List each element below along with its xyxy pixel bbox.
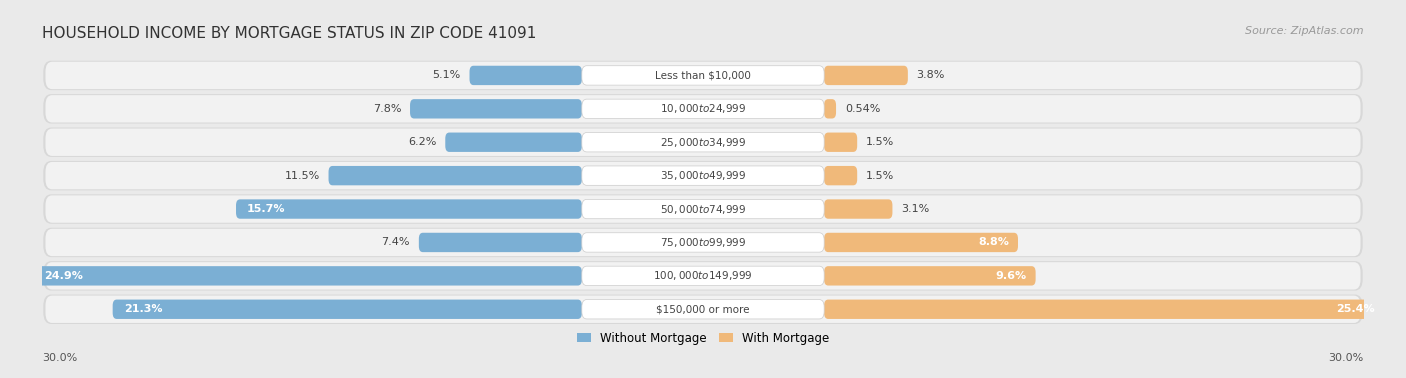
FancyBboxPatch shape [582, 199, 824, 219]
FancyBboxPatch shape [44, 94, 1362, 124]
FancyBboxPatch shape [582, 66, 824, 85]
FancyBboxPatch shape [44, 194, 1362, 224]
FancyBboxPatch shape [824, 266, 1036, 285]
FancyBboxPatch shape [824, 66, 908, 85]
FancyBboxPatch shape [45, 95, 1361, 122]
Text: 3.1%: 3.1% [901, 204, 929, 214]
Text: 15.7%: 15.7% [247, 204, 285, 214]
FancyBboxPatch shape [45, 62, 1361, 89]
Legend: Without Mortgage, With Mortgage: Without Mortgage, With Mortgage [572, 327, 834, 350]
Text: 11.5%: 11.5% [284, 170, 319, 181]
Text: 21.3%: 21.3% [124, 304, 162, 314]
FancyBboxPatch shape [44, 127, 1362, 157]
Text: 1.5%: 1.5% [866, 137, 894, 147]
FancyBboxPatch shape [45, 129, 1361, 156]
FancyBboxPatch shape [582, 266, 824, 285]
FancyBboxPatch shape [44, 261, 1362, 291]
Text: $100,000 to $149,999: $100,000 to $149,999 [654, 270, 752, 282]
FancyBboxPatch shape [112, 300, 582, 319]
Text: 25.4%: 25.4% [1336, 304, 1375, 314]
FancyBboxPatch shape [45, 195, 1361, 223]
FancyBboxPatch shape [44, 294, 1362, 324]
Text: 1.5%: 1.5% [866, 170, 894, 181]
FancyBboxPatch shape [329, 166, 582, 185]
Text: 3.8%: 3.8% [917, 70, 945, 81]
Text: $25,000 to $34,999: $25,000 to $34,999 [659, 136, 747, 149]
FancyBboxPatch shape [824, 99, 837, 119]
FancyBboxPatch shape [824, 166, 858, 185]
FancyBboxPatch shape [446, 133, 582, 152]
Text: $150,000 or more: $150,000 or more [657, 304, 749, 314]
FancyBboxPatch shape [582, 300, 824, 319]
Text: 0.54%: 0.54% [845, 104, 880, 114]
FancyBboxPatch shape [44, 61, 1362, 90]
Text: $35,000 to $49,999: $35,000 to $49,999 [659, 169, 747, 182]
FancyBboxPatch shape [582, 99, 824, 119]
FancyBboxPatch shape [45, 162, 1361, 189]
Text: 30.0%: 30.0% [1329, 353, 1364, 363]
FancyBboxPatch shape [824, 233, 1018, 252]
FancyBboxPatch shape [45, 296, 1361, 323]
Text: 24.9%: 24.9% [45, 271, 83, 281]
FancyBboxPatch shape [824, 199, 893, 219]
FancyBboxPatch shape [34, 266, 582, 285]
Text: $10,000 to $24,999: $10,000 to $24,999 [659, 102, 747, 115]
FancyBboxPatch shape [44, 228, 1362, 257]
Text: $75,000 to $99,999: $75,000 to $99,999 [659, 236, 747, 249]
FancyBboxPatch shape [411, 99, 582, 119]
FancyBboxPatch shape [236, 199, 582, 219]
FancyBboxPatch shape [582, 233, 824, 252]
FancyBboxPatch shape [44, 161, 1362, 191]
FancyBboxPatch shape [582, 166, 824, 185]
Text: Less than $10,000: Less than $10,000 [655, 70, 751, 81]
FancyBboxPatch shape [419, 233, 582, 252]
Text: 8.8%: 8.8% [979, 237, 1010, 248]
FancyBboxPatch shape [470, 66, 582, 85]
FancyBboxPatch shape [45, 229, 1361, 256]
Text: $50,000 to $74,999: $50,000 to $74,999 [659, 203, 747, 215]
Text: 5.1%: 5.1% [433, 70, 461, 81]
FancyBboxPatch shape [582, 133, 824, 152]
Text: 30.0%: 30.0% [42, 353, 77, 363]
Text: 7.8%: 7.8% [373, 104, 401, 114]
FancyBboxPatch shape [45, 262, 1361, 290]
Text: 9.6%: 9.6% [995, 271, 1026, 281]
Text: Source: ZipAtlas.com: Source: ZipAtlas.com [1246, 26, 1364, 36]
Text: 7.4%: 7.4% [381, 237, 411, 248]
Text: 6.2%: 6.2% [408, 137, 436, 147]
FancyBboxPatch shape [824, 300, 1384, 319]
Text: HOUSEHOLD INCOME BY MORTGAGE STATUS IN ZIP CODE 41091: HOUSEHOLD INCOME BY MORTGAGE STATUS IN Z… [42, 26, 537, 42]
FancyBboxPatch shape [824, 133, 858, 152]
